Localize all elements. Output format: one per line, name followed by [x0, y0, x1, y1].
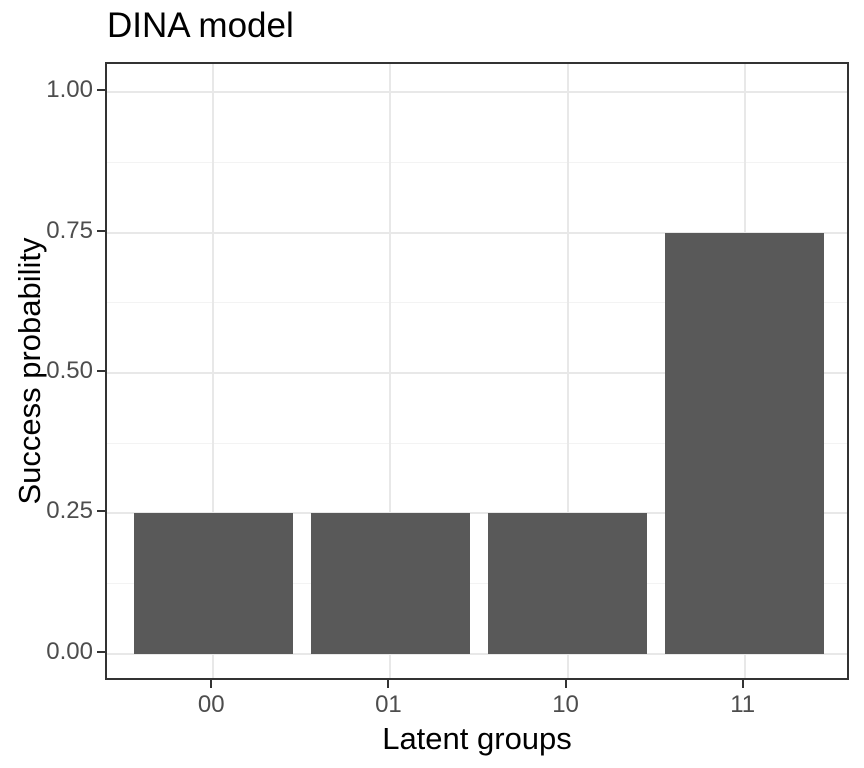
- y-tick-label: 1.00: [46, 76, 93, 104]
- gridline-major-h: [107, 652, 847, 655]
- y-tick-mark: [97, 370, 105, 372]
- x-tick-label: 01: [375, 691, 402, 718]
- y-tick-mark: [97, 89, 105, 92]
- plot-panel: [105, 62, 849, 680]
- bar-10: [487, 513, 648, 654]
- x-tick-mark: [210, 680, 213, 688]
- y-tick-label: 0.50: [46, 357, 93, 384]
- y-tick-mark: [97, 510, 105, 513]
- gridline-major-v: [389, 64, 392, 678]
- x-tick-label: 11: [730, 691, 756, 718]
- gridline-minor-h: [107, 161, 847, 163]
- x-tick-mark: [741, 680, 744, 688]
- bar-00: [133, 513, 293, 654]
- x-tick-mark: [564, 680, 567, 688]
- bar-01: [310, 513, 471, 654]
- y-tick-mark: [97, 650, 105, 653]
- bar-11: [665, 232, 825, 654]
- gridline-major-h: [107, 231, 847, 234]
- x-tick-label: 00: [197, 691, 225, 718]
- gridline-major-h: [107, 91, 847, 94]
- gridline-major-h: [107, 372, 847, 374]
- gridline-minor-h: [107, 583, 847, 585]
- gridline-minor-h: [107, 302, 847, 304]
- y-tick-label: 0.00: [46, 637, 93, 665]
- x-axis-title: Latent groups: [382, 721, 572, 756]
- y-tick-label: 0.75: [46, 216, 93, 244]
- gridline-minor-h: [107, 442, 847, 444]
- y-tick-mark: [97, 229, 105, 232]
- x-tick-mark: [387, 680, 390, 688]
- gridline-major-v: [212, 64, 215, 678]
- y-tick-label: 0.25: [46, 497, 93, 525]
- x-tick-label: 10: [552, 691, 579, 718]
- gridline-major-v: [566, 64, 569, 678]
- plot-title: DINA model: [107, 6, 294, 45]
- gridline-major-h: [107, 512, 847, 515]
